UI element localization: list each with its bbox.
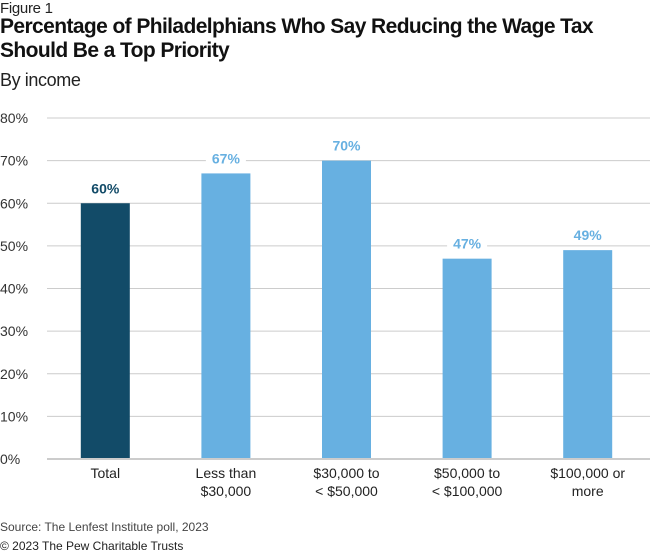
y-tick-label: 60% xyxy=(0,195,28,211)
data-label-bg xyxy=(326,136,367,154)
chart-title: Percentage of Philadelphians Who Say Red… xyxy=(0,15,594,62)
data-label: 67% xyxy=(212,150,241,166)
x-tick-label: < $50,000 xyxy=(315,483,378,499)
x-tick-label: < $100,000 xyxy=(432,483,503,499)
bar xyxy=(80,203,130,458)
y-tick-label: 10% xyxy=(0,408,28,424)
y-tick-label: 50% xyxy=(0,238,28,254)
data-label: 60% xyxy=(91,180,120,196)
data-label: 47% xyxy=(453,236,482,252)
figure-label: Figure 1 xyxy=(0,0,53,17)
x-tick-label: Less than xyxy=(196,465,257,481)
x-tick-label: $100,000 or xyxy=(550,465,625,481)
x-tick-label: $30,000 to xyxy=(313,465,379,481)
copyright-note: © 2023 The Pew Charitable Trusts xyxy=(0,539,184,553)
x-tick-label: $50,000 to xyxy=(434,465,500,481)
chart-subtitle: By income xyxy=(0,70,81,90)
bar xyxy=(563,250,613,458)
y-tick-label: 70% xyxy=(0,153,28,169)
source-note: Source: The Lenfest Institute poll, 2023 xyxy=(0,520,209,534)
bar xyxy=(322,160,371,458)
data-label-bg xyxy=(567,226,608,244)
data-label-bg xyxy=(447,234,488,252)
data-label-bg xyxy=(205,149,246,167)
y-tick-label: 0% xyxy=(0,451,20,467)
x-tick-label: $30,000 xyxy=(201,483,252,499)
bar xyxy=(201,173,251,458)
data-label-bg xyxy=(85,179,126,197)
y-tick-label: 20% xyxy=(0,366,28,382)
y-tick-label: 40% xyxy=(0,281,28,297)
data-label: 70% xyxy=(332,138,361,154)
data-label: 49% xyxy=(574,227,603,243)
x-tick-label: Total xyxy=(91,465,121,481)
bar xyxy=(442,258,492,458)
y-tick-label: 80% xyxy=(0,110,28,126)
x-tick-label: more xyxy=(572,483,604,499)
y-tick-label: 30% xyxy=(0,323,28,339)
